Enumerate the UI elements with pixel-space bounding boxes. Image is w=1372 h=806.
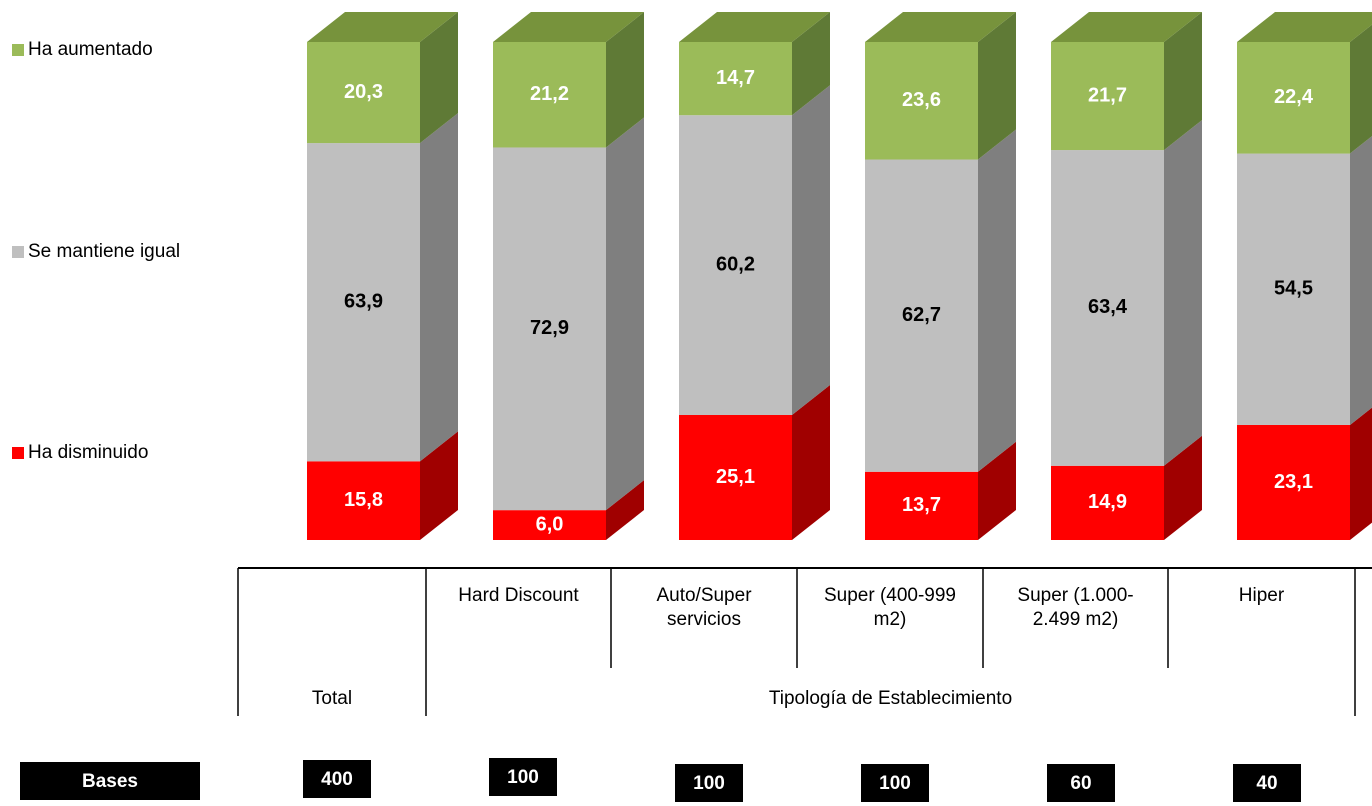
data-label: 21,2 bbox=[530, 83, 569, 105]
bar-side bbox=[792, 12, 830, 116]
category-label: Hard Discount bbox=[458, 585, 579, 606]
category-label: Super (1.000-2.499 m2) bbox=[1017, 585, 1134, 630]
legend-swatch bbox=[12, 246, 24, 258]
bar-segment bbox=[1051, 465, 1164, 540]
bar-side bbox=[606, 117, 644, 511]
category-label: Total bbox=[311, 688, 353, 709]
base-box bbox=[861, 764, 929, 802]
legend-label: Se mantiene igual bbox=[28, 241, 180, 262]
bar-segment bbox=[679, 42, 792, 116]
bar-side bbox=[1164, 435, 1202, 540]
data-label: 63,4 bbox=[1088, 296, 1128, 318]
base-value: 60 bbox=[1070, 773, 1091, 794]
data-label: 62,7 bbox=[902, 304, 941, 326]
data-label: 54,5 bbox=[1274, 278, 1313, 300]
bar-segment bbox=[493, 42, 606, 148]
bar-side bbox=[1164, 120, 1202, 466]
data-label: 72,9 bbox=[530, 317, 569, 339]
legend-swatch bbox=[12, 44, 24, 56]
base-box bbox=[1047, 764, 1115, 802]
bar-segment bbox=[679, 115, 792, 416]
bar-side bbox=[978, 441, 1016, 540]
category-label: Hiper bbox=[1238, 585, 1285, 606]
bar-top bbox=[307, 12, 458, 42]
base-box bbox=[303, 760, 371, 798]
base-value: 100 bbox=[693, 773, 725, 794]
bar-segment bbox=[865, 42, 978, 160]
bar-top bbox=[679, 12, 830, 42]
bar-segment bbox=[1237, 153, 1350, 425]
bar-segment bbox=[1237, 424, 1350, 540]
bar-side bbox=[420, 431, 458, 540]
bar-top bbox=[1051, 12, 1202, 42]
base-box bbox=[675, 764, 743, 802]
bar-side bbox=[1164, 12, 1202, 151]
bar-side bbox=[1350, 136, 1372, 425]
bar-side bbox=[792, 385, 830, 540]
data-label: 15,8 bbox=[344, 489, 383, 511]
bar-side bbox=[420, 12, 458, 144]
group-label: Tipología de Establecimiento bbox=[768, 688, 1013, 709]
data-label: 21,7 bbox=[1088, 84, 1127, 106]
legend-label: Ha disminuido bbox=[28, 442, 148, 463]
data-label: 23,6 bbox=[902, 89, 941, 111]
bar-segment bbox=[1051, 42, 1164, 151]
bar-top bbox=[493, 12, 644, 42]
base-value: 400 bbox=[321, 769, 353, 790]
base-box bbox=[489, 758, 557, 796]
bar-side bbox=[978, 12, 1016, 160]
legend-swatch bbox=[12, 447, 24, 459]
bar-side bbox=[1350, 24, 1372, 154]
bar-segment bbox=[865, 159, 978, 472]
bar-segment bbox=[307, 461, 420, 540]
bar-segment bbox=[493, 147, 606, 511]
data-label: 20,3 bbox=[344, 81, 383, 103]
bar-side bbox=[978, 129, 1016, 472]
data-label: 14,9 bbox=[1088, 491, 1127, 513]
data-label: 6,0 bbox=[536, 513, 564, 535]
bar-segment bbox=[307, 42, 420, 144]
bar-segment bbox=[307, 143, 420, 462]
bar-top bbox=[865, 12, 1016, 42]
data-label: 23,1 bbox=[1274, 471, 1313, 493]
bar-segment bbox=[493, 510, 606, 540]
legend-label: Ha aumentado bbox=[28, 39, 153, 60]
bar-side bbox=[1350, 407, 1372, 540]
bar-segment bbox=[1051, 150, 1164, 466]
bar-segment bbox=[865, 471, 978, 540]
bases-label: Bases bbox=[82, 771, 138, 792]
data-label: 13,7 bbox=[902, 494, 941, 516]
bar-segment bbox=[1237, 42, 1350, 154]
category-label: Auto/Super servicios bbox=[656, 585, 752, 630]
bar-side bbox=[606, 12, 644, 148]
base-value: 100 bbox=[507, 767, 539, 788]
bar-side bbox=[606, 480, 644, 540]
bar-top bbox=[1237, 12, 1372, 42]
bar-segment bbox=[679, 415, 792, 540]
base-box bbox=[1233, 764, 1301, 802]
data-label: 60,2 bbox=[716, 253, 755, 275]
base-value: 100 bbox=[879, 773, 911, 794]
data-label: 63,9 bbox=[344, 290, 383, 312]
data-label: 25,1 bbox=[716, 466, 755, 488]
bar-side bbox=[792, 85, 830, 416]
bar-side bbox=[420, 113, 458, 462]
bases-box bbox=[20, 762, 200, 800]
category-label: Super (400-999 m2) bbox=[823, 585, 957, 630]
data-label: 14,7 bbox=[716, 67, 755, 89]
base-value: 40 bbox=[1256, 773, 1277, 794]
data-label: 22,4 bbox=[1274, 86, 1314, 108]
